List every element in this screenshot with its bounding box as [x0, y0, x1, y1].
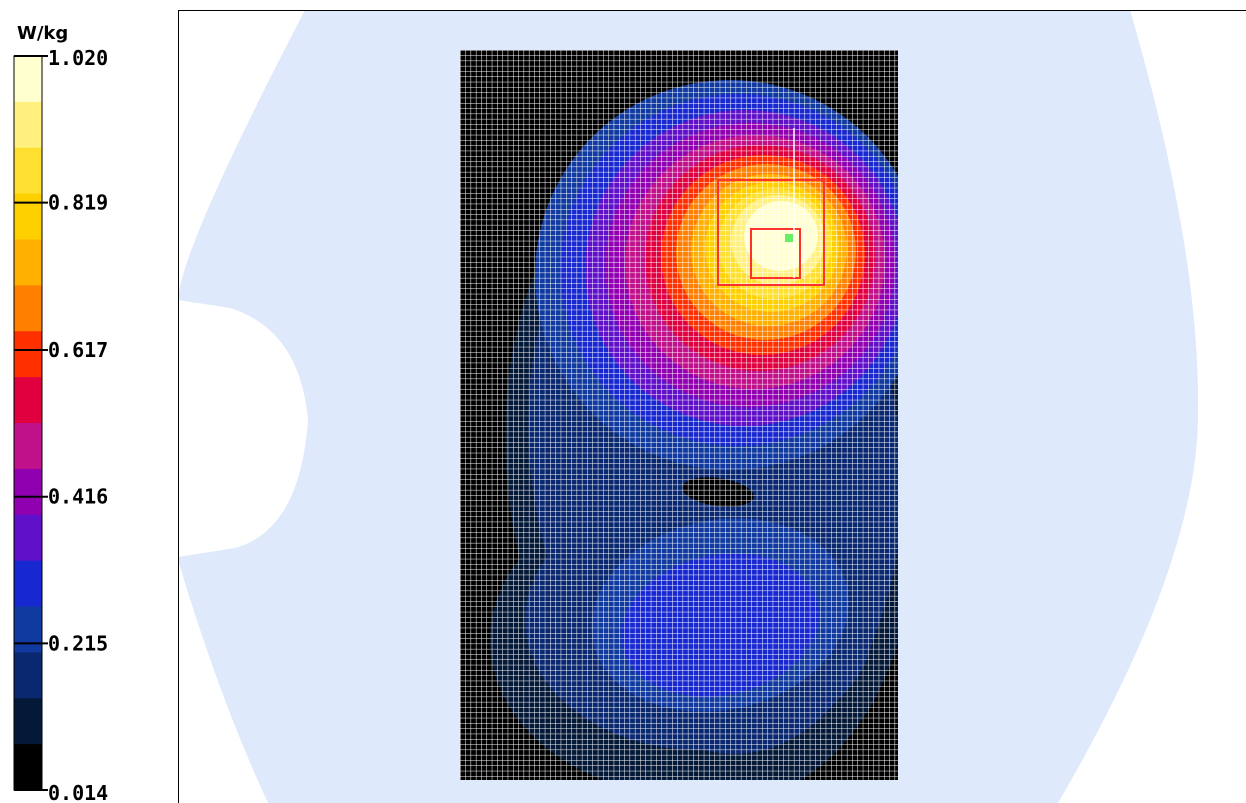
colorbar-band [14, 744, 42, 791]
colorbar-band [14, 331, 42, 378]
phantom-cutout [178, 300, 308, 557]
phantom-background-bottom-left [178, 560, 268, 803]
colorbar-tick-label: 1.020 [48, 46, 108, 70]
peak-marker [785, 234, 793, 242]
scan-area [460, 50, 898, 780]
colorbar-band [14, 147, 42, 195]
colorbar-tick-label: 0.416 [48, 485, 108, 509]
colorbar-ticks: 1.020 0.819 0.617 0.416 0.215 0.014 [14, 46, 108, 803]
colorbar-tick-label: 0.014 [48, 781, 108, 803]
plot-frame-border [178, 10, 1246, 803]
zoom-cube [717, 128, 825, 286]
sar-map [178, 10, 1246, 803]
colorbar-bands [13, 55, 43, 791]
colorbar-band [14, 652, 42, 699]
phantom-background-left [178, 10, 305, 300]
colorbar-band [14, 560, 42, 607]
colorbar-band [14, 698, 42, 745]
colorbar-band [14, 193, 42, 240]
colorbar: W/kg 1.020 0.819 0.617 0.416 0.215 0.014 [0, 0, 178, 803]
colorbar-svg: W/kg 1.020 0.819 0.617 0.416 0.215 0.014 [13, 23, 108, 803]
colorbar-band [14, 423, 42, 470]
colorbar-band [14, 101, 42, 149]
zoom-cube-inner [750, 228, 801, 279]
colorbar-band [14, 285, 42, 332]
colorbar-tick-label: 0.819 [48, 191, 108, 215]
colorbar-tick-label: 0.617 [48, 338, 108, 362]
colorbar-tick-label: 0.215 [48, 631, 108, 655]
colorbar-unit: W/kg [17, 23, 68, 44]
colorbar-band [14, 56, 42, 103]
colorbar-band [14, 514, 42, 562]
phantom-background-right [1058, 10, 1246, 803]
sar-map-frame [178, 10, 1246, 803]
colorbar-band [14, 468, 42, 516]
colorbar-band [14, 239, 42, 286]
colorbar-band [14, 606, 42, 653]
colorbar-band [14, 377, 42, 424]
zoom-cube-outer [717, 179, 825, 286]
